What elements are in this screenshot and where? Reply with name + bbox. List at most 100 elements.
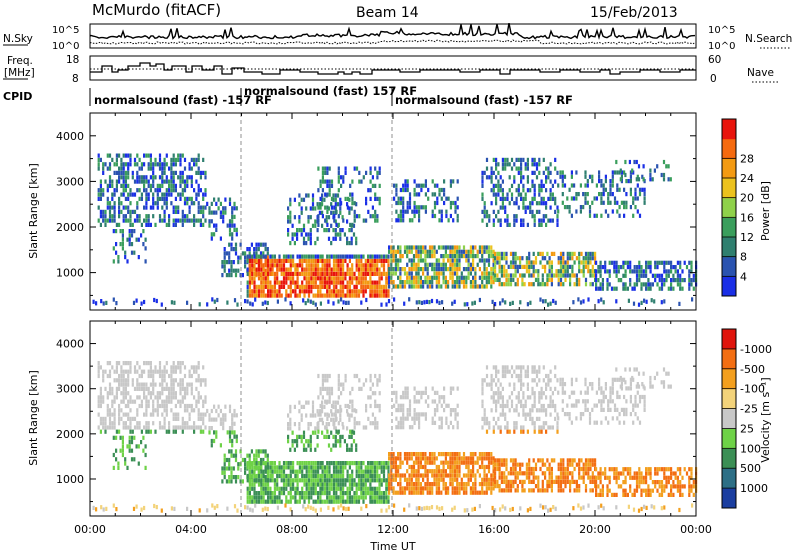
power-cell (495, 214, 498, 219)
power-cell (599, 273, 602, 278)
power-cell (492, 222, 495, 227)
power-cell (339, 232, 342, 237)
power-cell (197, 201, 200, 206)
power-cell (228, 268, 231, 273)
velocity-cell (145, 425, 148, 430)
velocity-cell (325, 434, 328, 439)
power-cell (390, 275, 393, 280)
power-cell (195, 157, 198, 162)
velocity-cell (321, 417, 324, 422)
velocity-cell (367, 469, 370, 474)
power-cell (392, 271, 395, 276)
power-cell (246, 247, 249, 252)
velocity-cell (467, 464, 470, 470)
power-cell (540, 222, 543, 227)
power-cell (643, 196, 646, 201)
power-cell (554, 209, 557, 214)
power-cell (422, 267, 425, 272)
power-cell (226, 223, 229, 228)
power-cell (202, 214, 205, 219)
velocity-cell (456, 425, 459, 430)
velocity-cell (456, 456, 459, 461)
power-cell (365, 297, 368, 303)
power-cell (430, 298, 434, 304)
power-cell (595, 273, 598, 278)
power-cell (225, 260, 228, 265)
power-cell (183, 166, 187, 171)
power-cell (600, 179, 603, 184)
velocity-cell (231, 430, 234, 435)
velocity-cell (378, 461, 381, 466)
velocity-cell (260, 473, 263, 479)
power-cell (540, 183, 543, 188)
velocity-cell (388, 486, 391, 491)
power-cell (575, 256, 578, 261)
power-cell (326, 289, 329, 294)
power-cell (131, 175, 134, 180)
power-cell (140, 301, 143, 306)
power-cell (138, 157, 141, 162)
velocity-cell (395, 390, 398, 395)
power-cell (251, 293, 254, 298)
velocity-cell (170, 408, 173, 413)
power-cell (364, 267, 367, 272)
velocity-cell (302, 404, 306, 409)
velocity-cell (124, 361, 127, 366)
power-cell (611, 183, 614, 188)
power-cell (102, 170, 105, 175)
velocity-cell (223, 470, 226, 475)
power-cell (456, 284, 459, 289)
power-cell (584, 282, 588, 287)
power-cell (462, 245, 466, 250)
power-cell (362, 263, 365, 268)
freq-left-tick-top: 18 (66, 54, 79, 66)
power-cell (282, 276, 286, 281)
power-cell (280, 263, 283, 268)
velocity-cell (325, 426, 328, 431)
power-cell (597, 299, 600, 304)
velocity-cell (163, 421, 166, 426)
power-cell (438, 300, 441, 305)
velocity-cell (337, 429, 340, 434)
power-cell (149, 157, 152, 162)
power-cell (481, 209, 484, 214)
velocity-cell (179, 365, 182, 370)
power-cell (460, 249, 463, 254)
power-cell (453, 284, 457, 289)
velocity-cell (301, 461, 304, 466)
power-cell (118, 175, 121, 180)
power-cell (348, 271, 351, 276)
power-cell (305, 280, 308, 285)
power-cell (126, 259, 129, 264)
velocity-cell (509, 466, 513, 472)
power-cell (395, 187, 398, 193)
velocity-cell (204, 382, 207, 387)
power-cell (591, 200, 594, 205)
velocity-cell (319, 412, 322, 417)
power-cell (399, 209, 402, 214)
velocity-cell (127, 373, 130, 379)
power-cell (608, 260, 611, 265)
power-cell (246, 271, 249, 276)
velocity-cell (555, 475, 558, 480)
power-cell (124, 153, 127, 158)
velocity-cell (340, 408, 343, 413)
velocity-cell (143, 391, 146, 396)
velocity-cell (364, 491, 367, 496)
power-cell (251, 302, 254, 307)
velocity-cell (334, 439, 337, 444)
power-cell (542, 157, 545, 162)
velocity-cell (133, 457, 136, 462)
power-cell (344, 271, 347, 276)
velocity-cell (422, 412, 425, 417)
power-cell (472, 254, 475, 259)
velocity-cell (99, 429, 102, 434)
power-cell (346, 205, 349, 210)
power-cell (269, 263, 272, 268)
power-cell (158, 196, 162, 201)
power-cell (357, 280, 361, 285)
power-cell (499, 205, 502, 210)
velocity-cell (357, 469, 361, 474)
power-cell (364, 289, 367, 294)
velocity-cell (298, 478, 301, 483)
